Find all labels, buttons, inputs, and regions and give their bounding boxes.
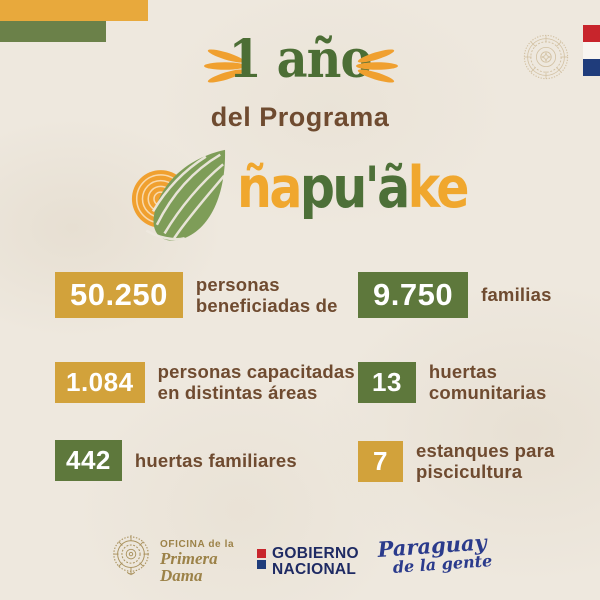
- oficina-text: OFICINA de la: [160, 539, 235, 550]
- stat-personas-beneficiadas: 50.250 personas beneficiadas de: [55, 272, 338, 318]
- stat-label: huertas familiares: [134, 449, 297, 471]
- paraguay-de-la-gente-logo: Paraguay de la gente: [377, 529, 493, 577]
- dama-text: Dama: [160, 566, 203, 585]
- stat-value: 13: [358, 361, 416, 403]
- title-subtitle: del Programa: [210, 102, 390, 132]
- program-name-part2: pu'ã: [299, 155, 410, 221]
- paraguay-script-line2: de la gente: [392, 551, 493, 577]
- primera-text: Primera: [160, 549, 218, 568]
- gobierno-line1: GOBIERNO: [272, 545, 359, 562]
- corner-bar-yellow: [0, 0, 148, 21]
- primera-dama-rosette-icon: [113, 535, 149, 576]
- program-name-part3: ke: [407, 155, 470, 221]
- stat-label: familias: [481, 284, 552, 306]
- stat-value: 9.750: [358, 272, 469, 318]
- rays-right-icon: [356, 49, 398, 83]
- program-name-part1: ña: [237, 155, 302, 221]
- stat-huertas-comunitarias: 13 huertas comunitarias: [358, 361, 546, 404]
- program-name: ñapu'ãke: [237, 150, 495, 227]
- stat-label: personas capacitadas en distintas áreas: [157, 361, 355, 404]
- stat-value: 7: [358, 440, 403, 482]
- stat-value: 442: [55, 440, 122, 481]
- stat-label: personas beneficiadas de: [195, 273, 338, 316]
- corner-bar-green: [0, 21, 106, 42]
- paraguay-flag-icon: [583, 25, 600, 76]
- rays-left-icon: [204, 49, 246, 83]
- stat-value: 50.250: [55, 272, 183, 318]
- stat-huertas-familiares: 442 huertas familiares: [55, 440, 297, 481]
- ornamental-seal-icon: [523, 34, 569, 80]
- primera-dama-logo: OFICINA de la Primera Dama: [160, 539, 234, 584]
- stat-label: estanques para piscicultura: [415, 440, 555, 483]
- stat-estanques: 7 estanques para piscicultura: [358, 440, 555, 483]
- gobierno-nacional-logo: GOBIERNO NACIONAL: [257, 545, 359, 579]
- leaf-sun-icon: [131, 149, 226, 241]
- stat-familias: 9.750 familias: [358, 272, 552, 318]
- stat-label: huertas comunitarias: [428, 361, 547, 404]
- stat-personas-capacitadas: 1.084 personas capacitadas en distintas …: [55, 361, 355, 404]
- gobierno-mark-icon: [257, 546, 266, 579]
- title-year: 1 año: [228, 29, 372, 90]
- gobierno-line2: NACIONAL: [272, 561, 357, 579]
- stat-value: 1.084: [55, 361, 145, 403]
